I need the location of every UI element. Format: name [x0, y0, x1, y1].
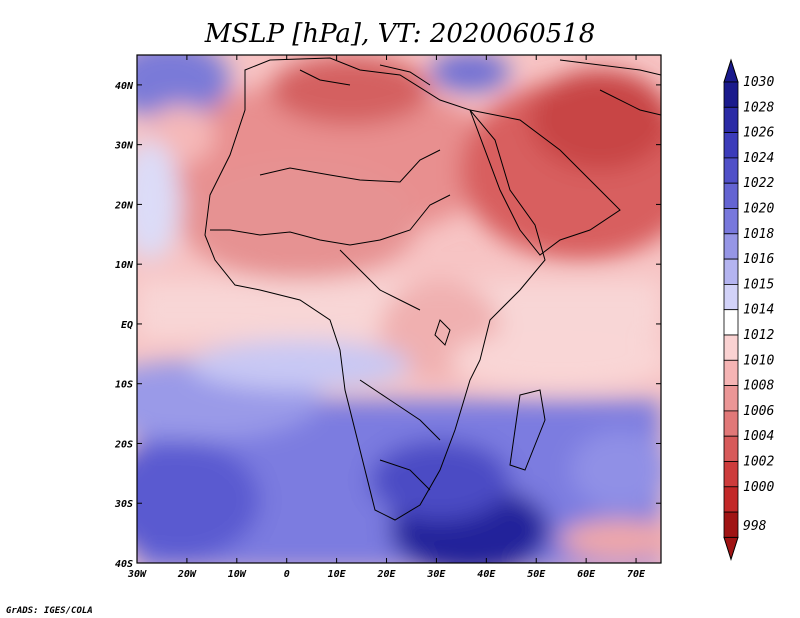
- colorbar-swatch: [723, 410, 739, 437]
- lat-tick-label: 10S: [115, 380, 133, 391]
- colorbar-swatch: [723, 233, 739, 260]
- colorbar-swatch: [723, 283, 739, 311]
- lat-tick-label: 10N: [115, 260, 134, 271]
- colorbar: 1030 1028 1026 1024 1022 1020 1018 1016 1015 1014…: [723, 58, 774, 562]
- lon-tick-label: 10W: [228, 569, 247, 580]
- colorbar-swatch: [723, 106, 739, 134]
- lat-tick-label: 30N: [114, 141, 134, 152]
- colorbar-swatch: [723, 309, 739, 336]
- colorbar-swatch: [723, 435, 739, 462]
- colorbar-swatch: [723, 208, 739, 235]
- credit-label: GrADS: IGES/COLA: [6, 606, 93, 616]
- colorbar-label: 1016: [743, 252, 774, 267]
- colorbar-label: 1024: [743, 151, 774, 166]
- lat-tick-label: 40S: [115, 559, 133, 570]
- lon-tick-label: 30W: [127, 569, 147, 580]
- colorbar-label: 998: [743, 519, 767, 534]
- map-title: MSLP [hPa], VT: 2020060518: [204, 19, 595, 49]
- lat-tick-label: 20S: [114, 439, 133, 450]
- colorbar-label: 1022: [743, 176, 774, 191]
- colorbar-label: 1006: [743, 404, 774, 419]
- colorbar-label: 1004: [743, 429, 774, 444]
- lon-tick-label: 20E: [376, 569, 396, 580]
- colorbar-swatch: [723, 334, 739, 361]
- axis-ticks: 30W 20W 10W 0 10E 20E 30E 40E 50E 60E 70E 40N 30N 20N…: [114, 55, 661, 580]
- pressure-field: [137, 55, 661, 563]
- colorbar-min-arrow: [723, 536, 739, 562]
- lon-tick-label: 40E: [477, 569, 496, 580]
- colorbar-swatch: [723, 81, 739, 108]
- colorbar-label: 1008: [743, 379, 774, 394]
- colorbar-label: 1002: [743, 455, 774, 470]
- colorbar-swatch: [723, 157, 739, 184]
- colorbar-label: 1018: [743, 227, 774, 242]
- colorbar-swatch: [723, 511, 739, 538]
- lon-tick-label: 20W: [177, 569, 197, 580]
- colorbar-swatch: [723, 132, 739, 159]
- colorbar-swatch: [723, 385, 739, 412]
- lat-tick-label: EQ: [121, 320, 133, 331]
- lon-tick-label: 0: [284, 569, 290, 580]
- lon-tick-label: 30E: [426, 569, 446, 580]
- colorbar-swatch: [723, 486, 739, 513]
- lon-tick-label: 10E: [328, 569, 347, 580]
- colorbar-swatch: [723, 258, 739, 285]
- colorbar-max-arrow: [723, 58, 739, 83]
- colorbar-label: 1028: [743, 100, 774, 115]
- coastlines: [204, 57, 661, 521]
- colorbar-label: 1000: [743, 480, 774, 495]
- colorbar-swatch: [723, 359, 739, 386]
- lat-tick-label: 40N: [115, 81, 134, 92]
- colorbar-swatch: [723, 461, 739, 488]
- colorbar-label: 1026: [743, 126, 774, 141]
- colorbar-swatch: [723, 182, 739, 209]
- lon-tick-label: 50E: [527, 569, 546, 580]
- colorbar-label: 1012: [743, 328, 774, 343]
- lon-tick-label: 60E: [577, 569, 596, 580]
- lat-tick-label: 20N: [114, 200, 134, 211]
- colorbar-label: 1010: [743, 353, 774, 368]
- colorbar-label: 1030: [743, 75, 774, 90]
- map-frame: [136, 54, 662, 564]
- colorbar-label: 1015: [743, 277, 774, 292]
- lat-tick-label: 30S: [114, 499, 133, 510]
- colorbar-label: 1014: [743, 303, 774, 318]
- lon-tick-label: 70E: [627, 569, 646, 580]
- colorbar-label: 1020: [743, 202, 774, 217]
